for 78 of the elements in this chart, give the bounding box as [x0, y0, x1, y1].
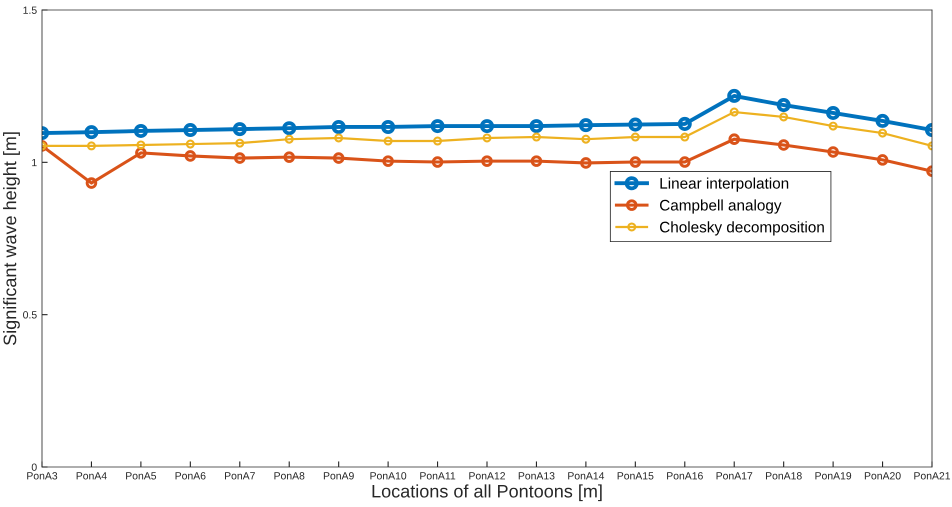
point: [232, 122, 247, 136]
x-tick-label: PonA11: [420, 472, 456, 480]
point: [678, 116, 692, 131]
x-tick-label: PonA13: [518, 472, 555, 480]
point: [134, 124, 148, 138]
y-tick-label: 1: [32, 158, 37, 166]
point: [282, 121, 296, 136]
point: [730, 108, 739, 117]
point: [284, 134, 294, 144]
point: [530, 155, 542, 167]
y-axis-title: Significant wave height [m]: [3, 132, 20, 346]
point: [430, 119, 445, 134]
point: [432, 156, 444, 168]
point: [778, 139, 790, 151]
x-tick-label: PonA14: [568, 472, 604, 480]
x-tick-label: PonA10: [370, 472, 406, 480]
point: [529, 119, 544, 134]
x-tick-label: PonA16: [667, 472, 703, 480]
point: [630, 156, 642, 168]
point: [384, 136, 393, 146]
x-tick-label: PonA5: [126, 472, 156, 480]
point: [332, 120, 346, 134]
point: [628, 118, 642, 132]
point: [728, 133, 740, 145]
point: [235, 138, 244, 148]
point: [532, 132, 541, 142]
point: [283, 151, 295, 163]
point: [826, 106, 840, 120]
point: [86, 177, 98, 189]
y-tick-label: 0.5: [23, 311, 37, 319]
point: [234, 152, 246, 164]
legend-label: Campbell analogy: [660, 199, 782, 214]
point: [876, 154, 888, 166]
point: [184, 150, 196, 162]
point: [381, 120, 396, 134]
point: [136, 140, 146, 150]
x-tick-label: PonA3: [27, 472, 58, 480]
point: [86, 141, 96, 150]
point: [876, 114, 890, 128]
point: [828, 122, 838, 131]
y-tick-label: 0: [32, 464, 37, 471]
legend-label: Cholesky decomposition: [660, 221, 824, 236]
x-tick-label: PonA4: [76, 472, 107, 480]
x-tick-label: PonA7: [224, 472, 255, 480]
point: [578, 118, 593, 132]
point: [334, 133, 344, 142]
point: [630, 132, 640, 142]
point: [382, 155, 394, 167]
point: [332, 152, 344, 164]
x-tick-label: PonA8: [274, 472, 304, 480]
y-tick-label: 1.5: [23, 6, 37, 14]
x-tick-label: PonA6: [176, 472, 206, 480]
x-tick-label: PonA20: [864, 472, 901, 480]
point: [680, 132, 690, 142]
point: [186, 140, 195, 149]
x-tick-label: PonA9: [324, 472, 354, 480]
point: [779, 112, 788, 122]
point: [480, 119, 494, 134]
x-tick-label: PonA21: [914, 472, 950, 480]
point: [827, 146, 839, 158]
point: [84, 125, 98, 140]
x-tick-label: PonA19: [815, 472, 852, 480]
point: [580, 157, 592, 169]
x-tick-label: PonA15: [618, 472, 654, 480]
point: [183, 123, 198, 138]
x-tick-label: PonA18: [766, 472, 802, 480]
point: [581, 134, 590, 144]
point: [727, 88, 742, 103]
point: [482, 133, 492, 142]
point: [679, 156, 691, 168]
x-tick-label: PonA12: [469, 472, 506, 480]
point: [481, 155, 493, 167]
point: [776, 98, 791, 112]
point: [878, 128, 888, 138]
legend-label: Linear interpolation: [660, 178, 788, 192]
point: [433, 136, 442, 146]
x-tick-label: PonA17: [716, 472, 752, 480]
x-axis-title: Locations of all Pontoons [m]: [372, 484, 602, 502]
